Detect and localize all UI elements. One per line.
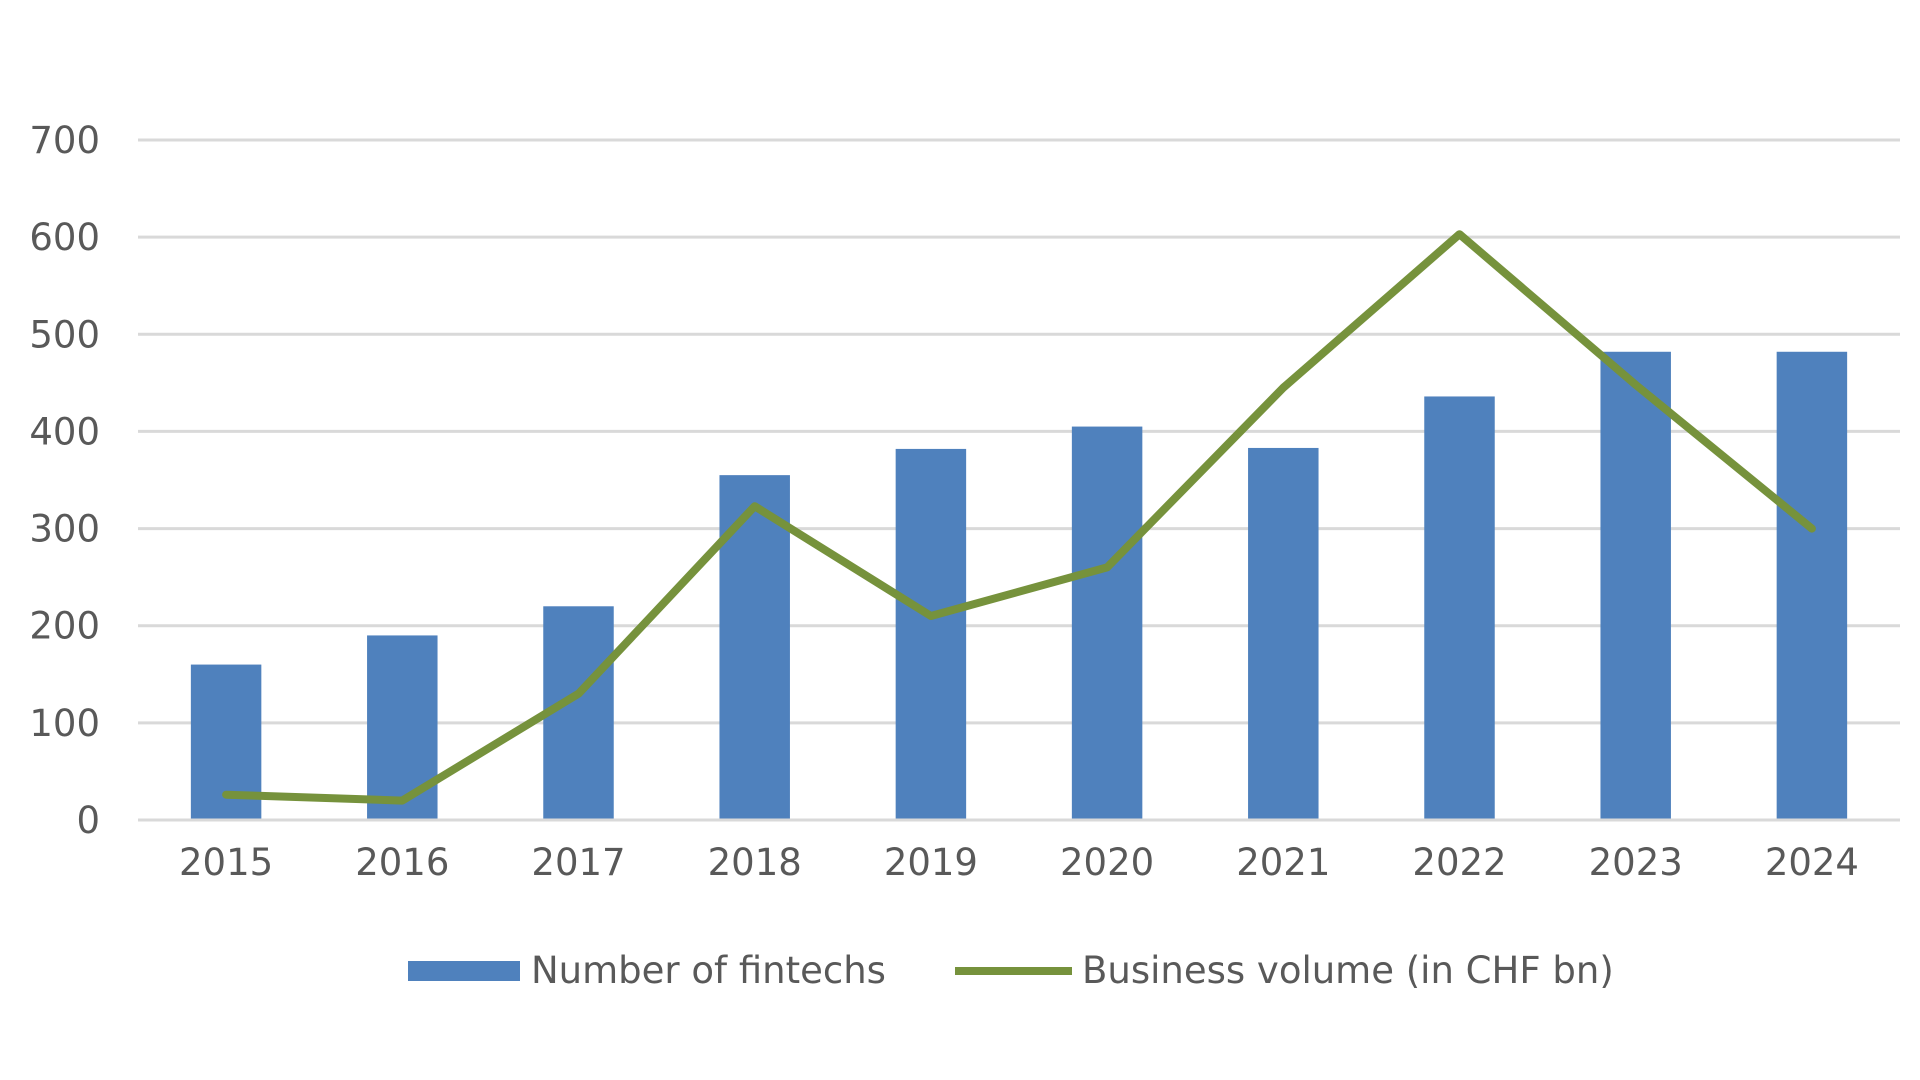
x-tick-label: 2021 bbox=[1236, 841, 1330, 884]
line-point-2016 bbox=[401, 800, 403, 802]
line-point-2023 bbox=[1635, 384, 1637, 386]
line-series bbox=[222, 230, 1816, 805]
legend-label-bars: Number of fintechs bbox=[531, 949, 886, 992]
x-axis-tick-labels: 2015 2016 2017 2018 2019 2020 2021 2022 2023 2024 bbox=[179, 841, 1859, 884]
line-point-2021 bbox=[1282, 387, 1284, 389]
legend-item-line: Business volume (in CHF bn) bbox=[955, 949, 1614, 992]
line-business-volume bbox=[222, 230, 1816, 805]
line-point-2020 bbox=[1106, 566, 1108, 568]
line-point-2022 bbox=[1459, 233, 1460, 235]
bar-series bbox=[190, 351, 1848, 820]
bar-2017 bbox=[543, 606, 614, 820]
y-tick-label: 600 bbox=[29, 216, 100, 259]
y-tick-label: 500 bbox=[29, 313, 100, 356]
y-tick-label: 300 bbox=[29, 508, 100, 551]
line-point-2017 bbox=[578, 693, 579, 695]
y-tick-label: 200 bbox=[29, 605, 100, 648]
x-tick-label: 2015 bbox=[179, 841, 273, 884]
legend: Number of fintechs Business volume (in C… bbox=[408, 949, 1614, 992]
gridlines bbox=[138, 138, 1900, 725]
bar-2021 bbox=[1248, 447, 1319, 820]
x-tick-label: 2022 bbox=[1412, 841, 1506, 884]
bar-2016 bbox=[367, 635, 438, 820]
x-tick-label: 2019 bbox=[884, 841, 978, 884]
y-tick-label: 400 bbox=[29, 410, 100, 453]
x-tick-label: 2023 bbox=[1589, 841, 1683, 884]
x-tick-label: 2016 bbox=[355, 841, 449, 884]
x-tick-label: 2024 bbox=[1765, 841, 1859, 884]
y-tick-label: 100 bbox=[29, 702, 100, 745]
bar-2019 bbox=[895, 448, 967, 820]
x-tick-label: 2020 bbox=[1060, 841, 1154, 884]
y-axis-tick-labels: 0 100 200 300 400 500 600 700 bbox=[29, 119, 100, 842]
y-tick-label: 0 bbox=[76, 799, 100, 842]
line-point-2018 bbox=[754, 505, 756, 507]
x-tick-label: 2017 bbox=[531, 841, 625, 884]
y-tick-label: 700 bbox=[29, 119, 100, 162]
bar-2022 bbox=[1424, 396, 1495, 820]
line-point-2024 bbox=[1811, 528, 1813, 530]
line-point-2015 bbox=[225, 794, 227, 796]
bar-2024 bbox=[1776, 351, 1848, 820]
legend-swatch-bar bbox=[408, 961, 520, 981]
bar-2020 bbox=[1071, 426, 1143, 820]
legend-item-bars: Number of fintechs bbox=[408, 949, 886, 992]
x-tick-label: 2018 bbox=[708, 841, 802, 884]
legend-label-line: Business volume (in CHF bn) bbox=[1082, 949, 1614, 992]
bar-2023 bbox=[1600, 351, 1671, 820]
line-point-2019 bbox=[930, 615, 932, 617]
